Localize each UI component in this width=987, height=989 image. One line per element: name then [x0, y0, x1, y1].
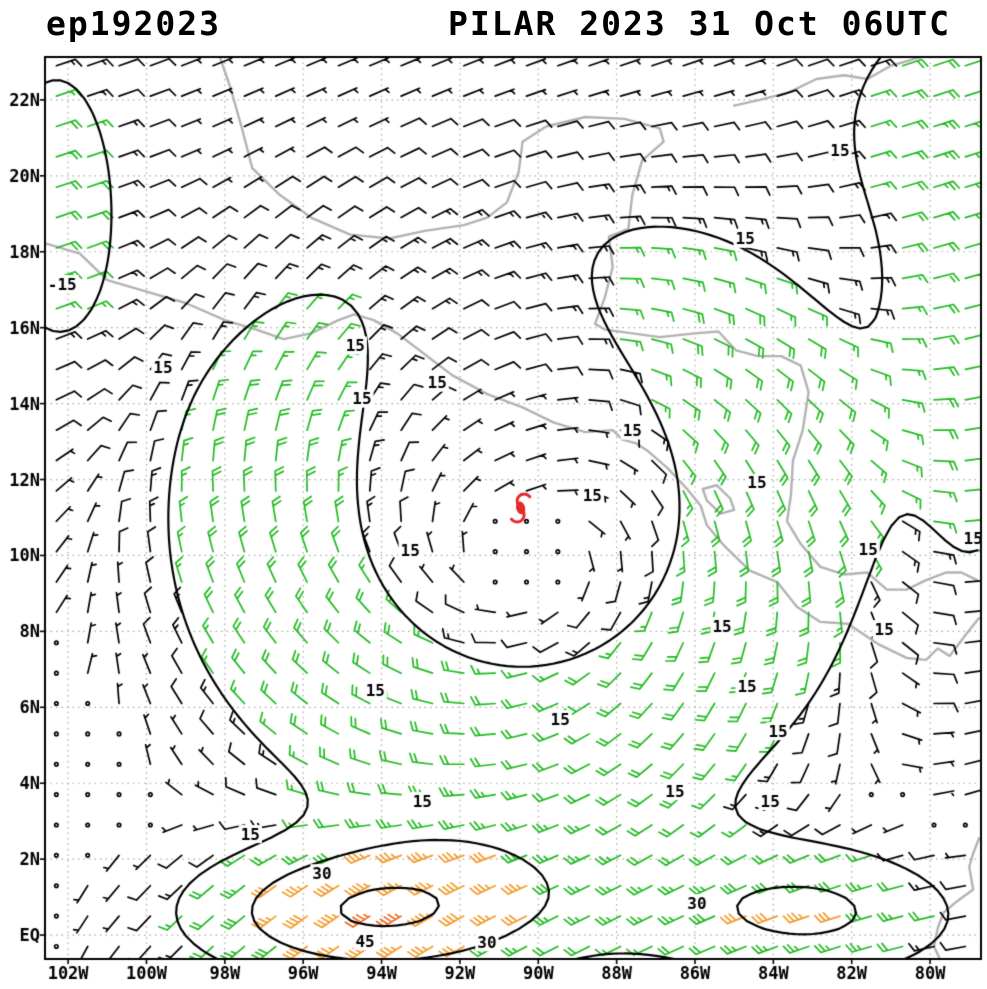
wind-barb-map-canvas — [0, 48, 987, 989]
storm-name-date-title: PILAR 2023 31 Oct 06UTC — [448, 4, 951, 43]
storm-id-title: ep192023 — [46, 4, 221, 43]
chart-header: ep192023 PILAR 2023 31 Oct 06UTC — [0, 0, 987, 48]
